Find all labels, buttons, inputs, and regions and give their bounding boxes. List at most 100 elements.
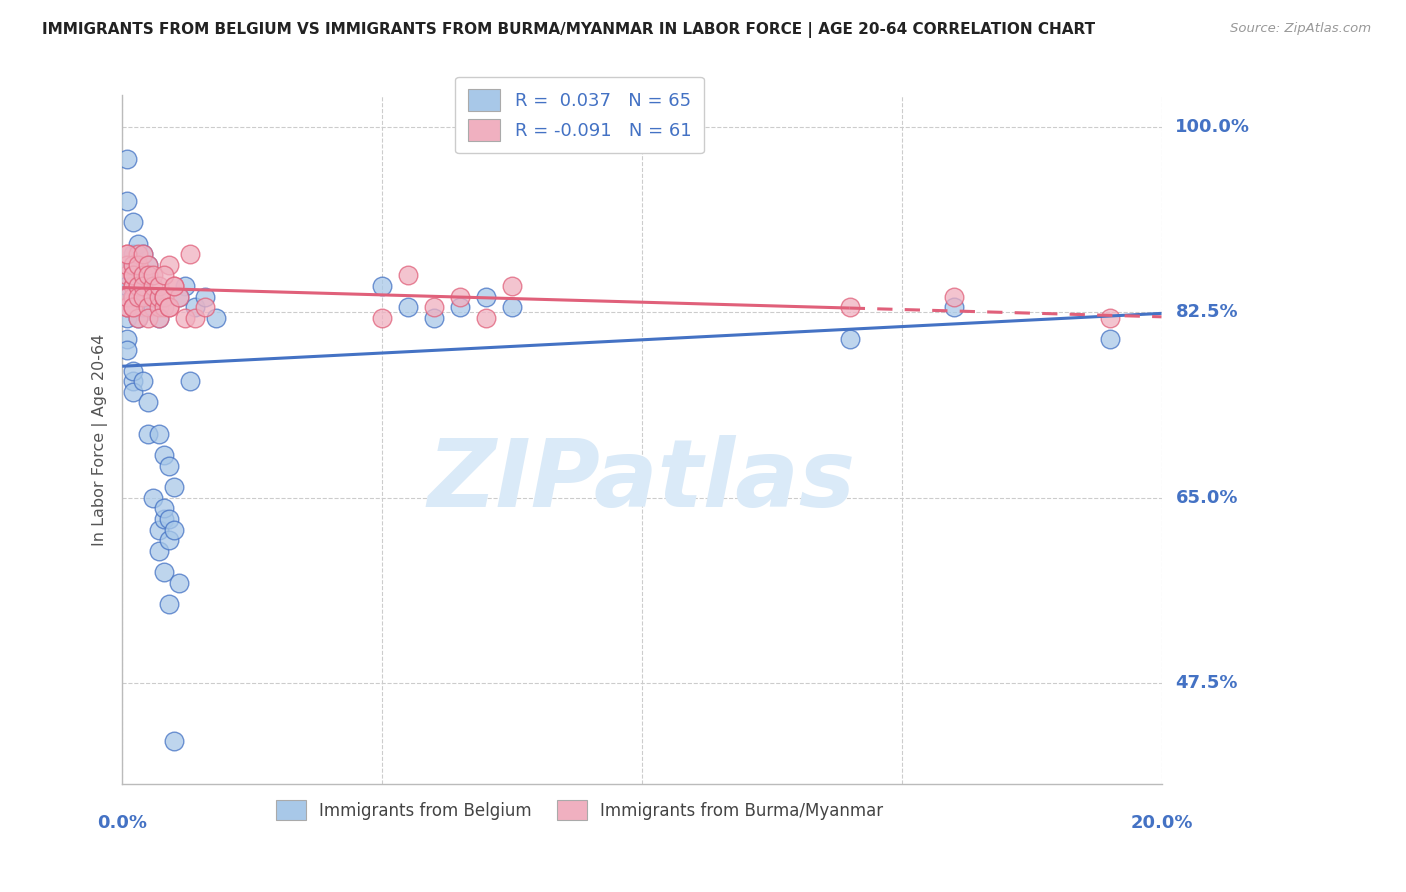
Point: [152, 289, 174, 303]
Point: [121, 289, 143, 303]
Point: [501, 279, 523, 293]
Point: [121, 289, 143, 303]
Point: [127, 300, 149, 314]
Point: [136, 395, 159, 409]
Point: [117, 300, 139, 314]
Point: [163, 523, 186, 537]
Point: [423, 300, 446, 314]
Point: [136, 427, 159, 442]
Point: [121, 374, 143, 388]
Point: [148, 310, 170, 325]
Point: [169, 289, 191, 303]
Point: [127, 289, 149, 303]
Point: [127, 310, 149, 325]
Point: [423, 310, 446, 325]
Point: [127, 258, 149, 272]
Point: [371, 310, 394, 325]
Point: [157, 300, 180, 314]
Point: [449, 289, 471, 303]
Point: [148, 427, 170, 442]
Point: [132, 289, 155, 303]
Text: 47.5%: 47.5%: [1175, 674, 1237, 692]
Point: [157, 258, 180, 272]
Point: [152, 512, 174, 526]
Point: [117, 310, 139, 325]
Point: [127, 279, 149, 293]
Point: [501, 300, 523, 314]
Point: [121, 279, 143, 293]
Point: [194, 300, 217, 314]
Point: [117, 279, 139, 293]
Point: [148, 300, 170, 314]
Point: [117, 300, 139, 314]
Point: [121, 258, 143, 272]
Point: [148, 523, 170, 537]
Point: [396, 268, 419, 283]
Point: [475, 289, 498, 303]
Point: [132, 268, 155, 283]
Point: [157, 597, 180, 611]
Point: [136, 258, 159, 272]
Point: [942, 289, 965, 303]
Point: [163, 480, 186, 494]
Text: 65.0%: 65.0%: [1175, 489, 1237, 507]
Point: [121, 258, 143, 272]
Point: [117, 194, 139, 209]
Point: [157, 458, 180, 473]
Point: [184, 310, 207, 325]
Point: [127, 247, 149, 261]
Point: [121, 384, 143, 399]
Point: [179, 374, 201, 388]
Text: Source: ZipAtlas.com: Source: ZipAtlas.com: [1230, 22, 1371, 36]
Point: [121, 289, 143, 303]
Point: [152, 300, 174, 314]
Point: [142, 268, 165, 283]
Point: [117, 268, 139, 283]
Point: [152, 501, 174, 516]
Point: [142, 279, 165, 293]
Point: [132, 247, 155, 261]
Point: [132, 300, 155, 314]
Point: [142, 289, 165, 303]
Point: [148, 289, 170, 303]
Point: [148, 279, 170, 293]
Point: [152, 449, 174, 463]
Y-axis label: In Labor Force | Age 20-64: In Labor Force | Age 20-64: [93, 334, 108, 546]
Text: 0.0%: 0.0%: [97, 814, 148, 832]
Point: [173, 279, 195, 293]
Point: [148, 543, 170, 558]
Point: [127, 258, 149, 272]
Point: [117, 258, 139, 272]
Point: [157, 300, 180, 314]
Point: [117, 152, 139, 166]
Point: [142, 300, 165, 314]
Text: 82.5%: 82.5%: [1175, 303, 1239, 321]
Point: [127, 289, 149, 303]
Point: [838, 332, 860, 346]
Point: [163, 279, 186, 293]
Point: [475, 310, 498, 325]
Point: [449, 300, 471, 314]
Point: [1098, 310, 1121, 325]
Point: [152, 565, 174, 579]
Point: [127, 268, 149, 283]
Text: 20.0%: 20.0%: [1130, 814, 1192, 832]
Legend: Immigrants from Belgium, Immigrants from Burma/Myanmar: Immigrants from Belgium, Immigrants from…: [269, 794, 890, 827]
Point: [127, 279, 149, 293]
Point: [142, 491, 165, 505]
Point: [121, 279, 143, 293]
Point: [121, 268, 143, 283]
Point: [117, 343, 139, 357]
Point: [121, 268, 143, 283]
Point: [1098, 332, 1121, 346]
Point: [136, 268, 159, 283]
Text: IMMIGRANTS FROM BELGIUM VS IMMIGRANTS FROM BURMA/MYANMAR IN LABOR FORCE | AGE 20: IMMIGRANTS FROM BELGIUM VS IMMIGRANTS FR…: [42, 22, 1095, 38]
Point: [121, 364, 143, 378]
Point: [121, 300, 143, 314]
Point: [127, 279, 149, 293]
Point: [163, 279, 186, 293]
Point: [204, 310, 226, 325]
Point: [117, 289, 139, 303]
Point: [163, 734, 186, 748]
Text: ZIPatlas: ZIPatlas: [427, 435, 856, 527]
